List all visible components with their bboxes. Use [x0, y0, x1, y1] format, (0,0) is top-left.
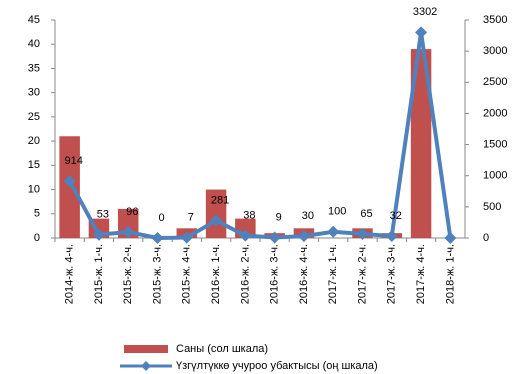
line-marker [151, 232, 164, 244]
y2-tick-label: 3500 [483, 14, 507, 26]
y-tick-label: 10 [28, 183, 40, 195]
data-label: 9 [276, 211, 282, 223]
line-marker [444, 232, 457, 244]
x-tick-label: 2016-ж. 2-ч. [239, 244, 251, 304]
y-tick-label: 35 [28, 62, 40, 74]
y2-tick-label: 2500 [483, 76, 507, 88]
x-tick-label: 2017-ж. 3-ч. [386, 244, 398, 304]
x-tick-label: 2015-ж. 1-ч. [93, 244, 105, 304]
y2-tick-label: 500 [483, 201, 501, 213]
y-tick-label: 20 [28, 135, 40, 147]
x-tick-label: 2016-ж. 3-ч. [269, 244, 281, 304]
data-label: 30 [302, 210, 314, 222]
y-tick-label: 15 [28, 159, 40, 171]
y-tick-label: 30 [28, 87, 40, 99]
legend-label: Үзгүлтүккө учуроо убактысы (оң шкала) [176, 360, 378, 372]
line-marker [385, 230, 398, 243]
y-tick-label: 0 [34, 232, 40, 244]
x-tick-label: 2016-ж. 1-ч. [210, 244, 222, 304]
data-label: 96 [126, 206, 138, 218]
legend-swatch [124, 345, 168, 353]
data-label: 65 [360, 208, 372, 220]
y-tick-label: 5 [34, 208, 40, 220]
x-tick-label: 2015-ж. 4-ч. [181, 244, 193, 304]
x-tick-label: 2017-ж. 2-ч. [356, 244, 368, 304]
data-label: 914 [64, 155, 82, 167]
line-marker [92, 228, 105, 241]
y2-tick-label: 3000 [483, 45, 507, 57]
x-tick-label: 2015-ж. 2-ч. [122, 244, 134, 304]
legend-label: Саны (сол шкала) [176, 343, 268, 355]
data-label: 100 [328, 206, 346, 218]
line-marker [356, 227, 369, 240]
y2-tick-label: 1000 [483, 170, 507, 182]
data-label: 281 [211, 194, 229, 206]
y-tick-label: 25 [28, 111, 40, 123]
y-tick-label: 40 [28, 38, 40, 50]
line-marker [297, 230, 310, 243]
data-label: 53 [97, 209, 109, 221]
line-marker [239, 229, 252, 242]
bar [205, 189, 227, 238]
y2-tick-label: 0 [483, 232, 489, 244]
x-tick-label: 2014-ж. 4-ч. [64, 244, 76, 304]
line-marker [210, 214, 223, 227]
line-marker [122, 226, 135, 239]
legend-marker [141, 361, 151, 371]
line-marker [63, 175, 76, 188]
data-label: 3302 [413, 6, 437, 18]
x-tick-label: 2015-ж. 3-ч. [151, 244, 163, 304]
line-marker [268, 231, 281, 244]
data-label: 0 [158, 212, 164, 224]
line-marker [180, 231, 193, 244]
y-tick-label: 45 [28, 14, 40, 26]
data-label: 32 [390, 210, 402, 222]
x-tick-label: 2016-ж. 4-ч. [298, 244, 310, 304]
x-tick-label: 2017-ж. 4-ч. [415, 244, 427, 304]
line-marker [415, 26, 428, 39]
data-label: 38 [243, 210, 255, 222]
bar [410, 49, 432, 238]
y2-tick-label: 1500 [483, 138, 507, 150]
line-marker [327, 225, 340, 238]
y2-tick-label: 2000 [483, 107, 507, 119]
x-tick-label: 2018-ж. 1-ч. [444, 244, 456, 304]
bar [59, 136, 80, 238]
x-tick-label: 2017-ж. 1-ч. [327, 244, 339, 304]
data-label: 7 [188, 211, 194, 223]
